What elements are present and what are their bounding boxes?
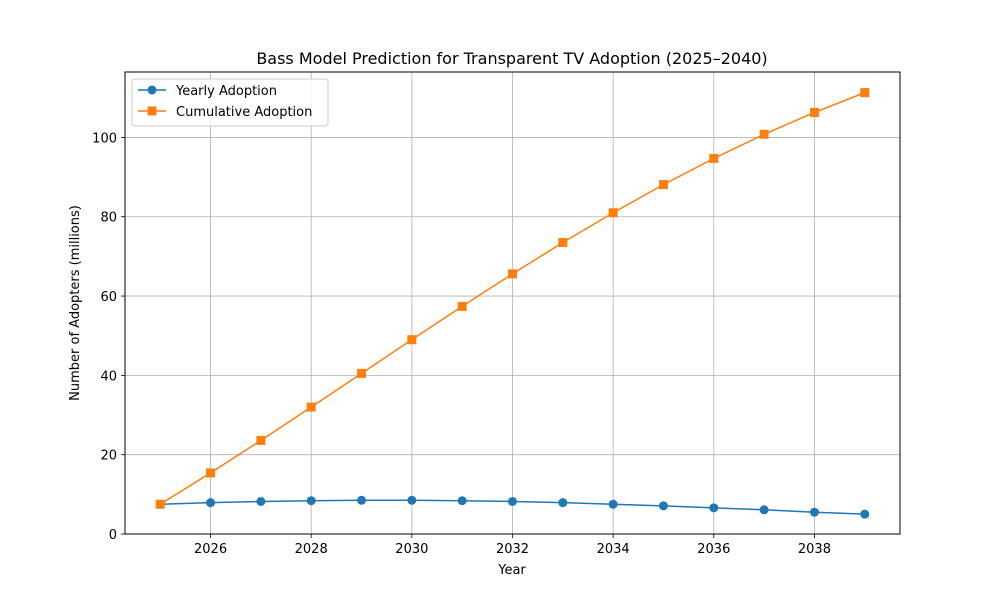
data-point-yearly-adoption: [306, 496, 316, 506]
data-point-cumulative-adoption: [759, 129, 769, 139]
x-tick-label: 2034: [597, 542, 630, 557]
x-tick-label: 2026: [194, 542, 227, 557]
data-point-yearly-adoption: [558, 498, 568, 508]
legend-label-cumulative: Cumulative Adoption: [176, 105, 312, 120]
y-tick-label: 100: [92, 131, 117, 146]
data-point-cumulative-adoption: [155, 499, 165, 509]
data-point-cumulative-adoption: [558, 238, 568, 248]
data-point-cumulative-adoption: [508, 269, 517, 279]
data-point-yearly-adoption: [860, 509, 870, 519]
data-point-yearly-adoption: [809, 507, 819, 517]
data-point-cumulative-adoption: [809, 107, 819, 117]
data-point-yearly-adoption: [407, 495, 417, 505]
x-tick-label: 2028: [295, 542, 328, 557]
data-point-yearly-adoption: [256, 496, 266, 506]
data-point-cumulative-adoption: [206, 468, 216, 478]
y-tick-label: 0: [109, 528, 117, 543]
y-tick-label: 80: [100, 211, 117, 226]
data-point-cumulative-adoption: [357, 368, 367, 378]
data-point-cumulative-adoption: [306, 402, 316, 412]
ticks: 2026 2028 2030 2032 2034 2036 2038 0 20 40 60 80 100: [92, 131, 831, 557]
data-point-yearly-adoption: [357, 495, 367, 505]
data-point-yearly-adoption: [206, 498, 216, 508]
legend-label-yearly: Yearly Adoption: [175, 84, 277, 99]
x-tick-label: 2030: [395, 542, 428, 557]
x-tick-label: 2032: [496, 542, 529, 557]
data-point-cumulative-adoption: [608, 208, 618, 218]
data-point-yearly-adoption: [508, 496, 517, 506]
data-point-cumulative-adoption: [256, 435, 266, 445]
y-tick-label: 20: [100, 449, 117, 464]
data-point-yearly-adoption: [457, 496, 467, 506]
y-tick-label: 60: [100, 290, 117, 305]
data-point-yearly-adoption: [759, 505, 769, 515]
y-tick-label: 40: [100, 369, 117, 384]
x-tick-label: 2036: [697, 542, 730, 557]
data-point-yearly-adoption: [709, 503, 719, 513]
grid: [125, 72, 900, 535]
x-axis-label: Year: [497, 563, 526, 578]
legend: Yearly Adoption Cumulative Adoption: [131, 78, 329, 127]
y-axis-label: Number of Adopters (millions): [68, 205, 83, 401]
data-point-cumulative-adoption: [457, 301, 467, 311]
data-point-yearly-adoption: [608, 499, 618, 509]
x-tick-label: 2038: [798, 542, 831, 557]
data-point-cumulative-adoption: [658, 180, 668, 190]
legend-marker-yearly: [147, 85, 157, 95]
data-point-yearly-adoption: [658, 501, 668, 511]
data-point-cumulative-adoption: [709, 153, 719, 163]
data-point-cumulative-adoption: [407, 335, 417, 345]
legend-box: [131, 78, 329, 127]
series-layer: [155, 88, 870, 519]
chart-title: Bass Model Prediction for Transparent TV…: [256, 49, 767, 68]
data-point-cumulative-adoption: [860, 88, 870, 98]
legend-marker-cumulative: [147, 106, 157, 116]
